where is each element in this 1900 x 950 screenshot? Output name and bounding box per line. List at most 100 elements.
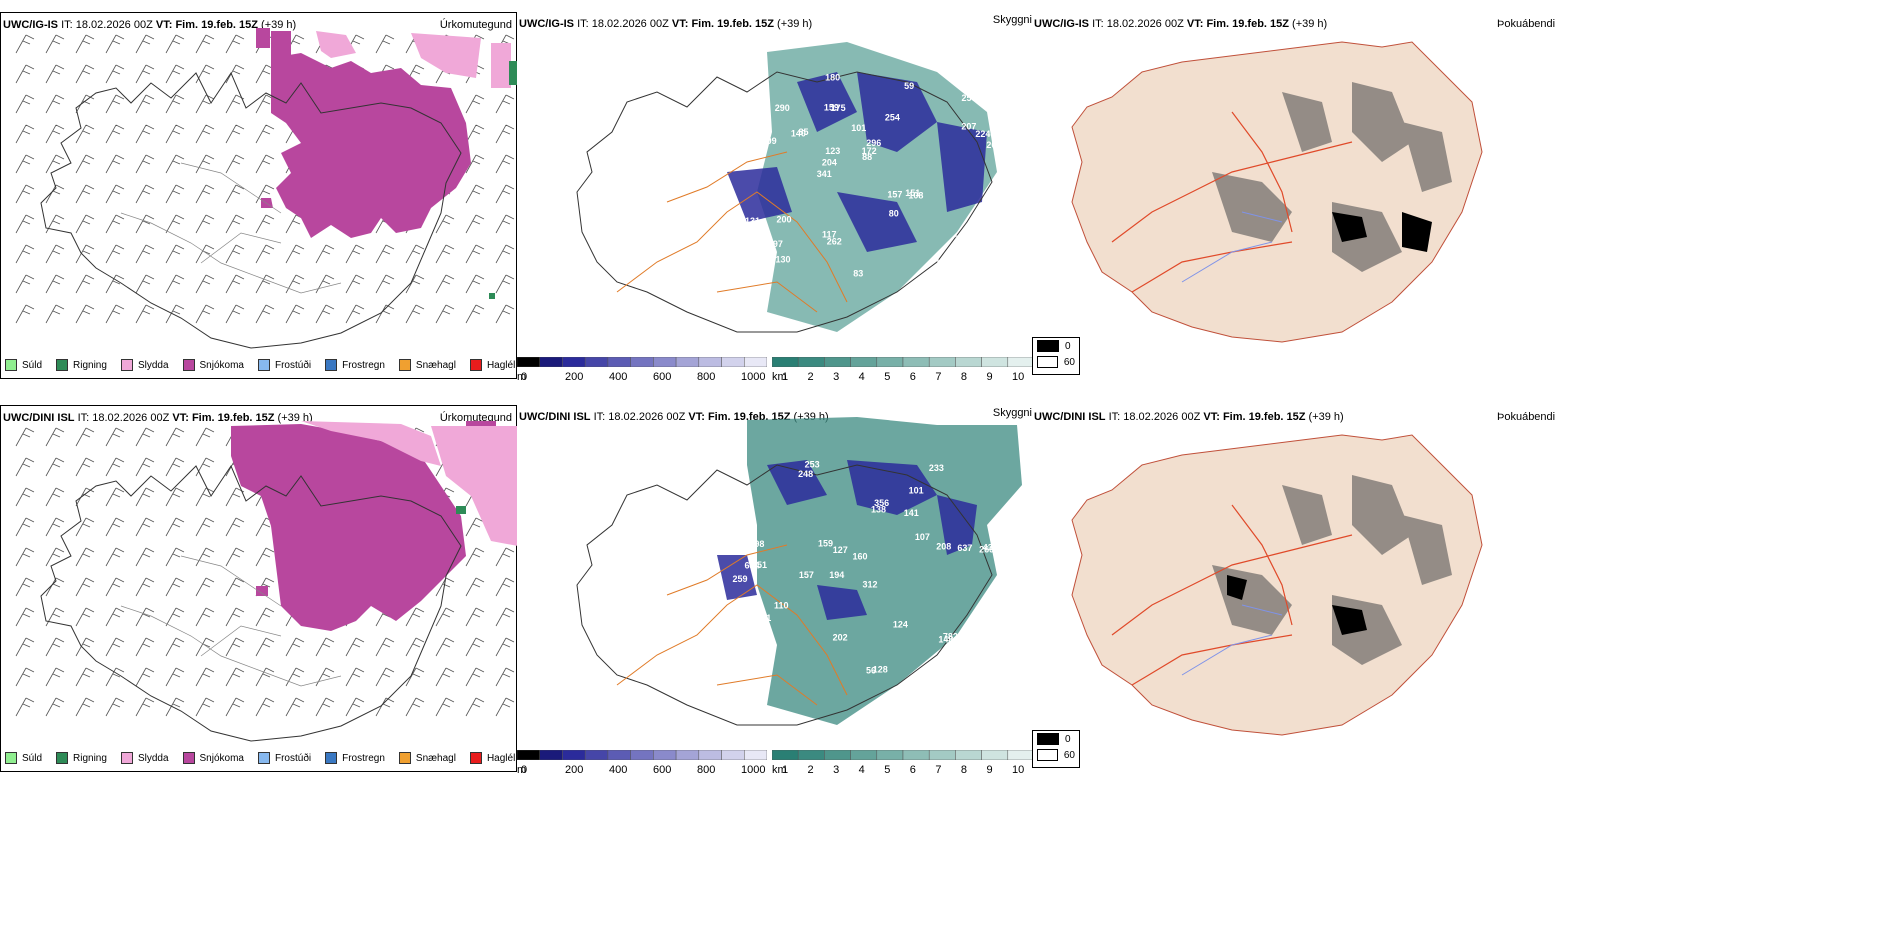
colorbar-segment xyxy=(902,749,930,761)
legend-swatch xyxy=(5,359,17,371)
legend-label: Snjókoma xyxy=(199,752,244,764)
legend-item: Frostregn xyxy=(325,359,385,371)
colorbar-segment xyxy=(562,749,586,761)
wind-barb xyxy=(285,697,305,717)
wind-barb xyxy=(15,94,35,114)
wind-barb xyxy=(135,547,155,567)
wind-barb xyxy=(75,124,95,144)
visibility-value-label: 200 xyxy=(776,214,791,224)
panel-title: UWC/IG-IS IT: 18.02.2026 00Z VT: Fim. 19… xyxy=(1034,18,1328,30)
fog-legend-item: 0 xyxy=(1033,338,1079,354)
wind-barb xyxy=(195,34,215,54)
colorbar-unit: m xyxy=(517,371,527,383)
legend-label: Snjókoma xyxy=(199,359,244,371)
panel-right-title: Þokuábendi xyxy=(1497,411,1556,423)
visibility-value-label: 151 xyxy=(756,613,771,623)
colorbar-segment xyxy=(653,749,677,761)
wind-barb xyxy=(195,304,215,324)
colorbar-segment xyxy=(955,749,982,761)
colorbar-segment xyxy=(675,749,700,761)
precip-legend: Súld Rigning Slydda Snjókoma Frostúði Frostre… xyxy=(5,359,515,371)
wind-barb xyxy=(465,517,485,537)
wind-barb xyxy=(135,487,155,507)
wind-barb xyxy=(165,244,185,264)
wind-barb xyxy=(495,184,515,204)
wind-barb xyxy=(15,637,35,657)
visibility-colorbar-m: m 0 200 400 600 800 1000 xyxy=(516,749,768,777)
wind-barb xyxy=(495,94,515,114)
fog-legend-item: 0 xyxy=(1033,731,1079,747)
panel-right-title: Þokuábendi xyxy=(1497,18,1556,30)
wind-barb xyxy=(195,154,215,174)
visibility-value-label: 782 xyxy=(943,632,958,642)
legend-item: Frostúði xyxy=(257,752,312,764)
wind-barb xyxy=(225,637,245,657)
wind-barb xyxy=(195,94,215,114)
wind-barb xyxy=(255,304,275,324)
wind-barb xyxy=(255,667,275,687)
wind-barb xyxy=(135,184,155,204)
colorbar-segment xyxy=(928,749,956,761)
visibility-value-label: 56 xyxy=(866,665,876,675)
wind-barb xyxy=(195,607,215,627)
panel-right-title: Skyggni xyxy=(992,14,1032,26)
wind-barb xyxy=(375,304,395,324)
colorbar-tick-label: 400 xyxy=(609,764,628,776)
wind-barb xyxy=(75,64,95,84)
wind-barb xyxy=(105,34,125,54)
colorbar-segment xyxy=(698,356,722,368)
legend-label: Frostúði xyxy=(274,752,312,764)
legend-swatch xyxy=(182,752,195,764)
wind-barb xyxy=(495,214,515,234)
visibility-value-label: 244 xyxy=(954,234,969,244)
wind-barb xyxy=(315,667,335,687)
wind-barb xyxy=(105,214,125,234)
wind-barb xyxy=(225,697,245,717)
wind-barb xyxy=(135,517,155,537)
colorbar-segment xyxy=(584,356,609,368)
legend-swatch xyxy=(469,752,482,764)
visibility-value-label: 180 xyxy=(825,72,840,82)
wind-barb xyxy=(45,154,65,174)
wind-barb xyxy=(45,517,65,537)
legend-item: Rigning xyxy=(56,752,107,764)
wind-barb xyxy=(495,274,515,294)
wind-barb xyxy=(135,154,155,174)
visibility-value-label: 259 xyxy=(733,574,748,584)
wind-barb xyxy=(105,577,125,597)
wind-barb xyxy=(135,274,155,294)
wind-barb xyxy=(75,427,95,447)
colorbar-segment xyxy=(562,356,586,368)
colorbar-tick-label: 2 xyxy=(807,764,814,776)
wind-barb xyxy=(165,274,185,294)
legend-label: Frostregn xyxy=(342,359,385,371)
visibility-map: 253 101 269 194 312 151 133 141 259 138 160 241 248 1… xyxy=(576,417,1022,726)
legend-swatch xyxy=(257,359,270,371)
wind-barb xyxy=(105,124,125,144)
colorbar-tick-label: 200 xyxy=(565,764,584,776)
colorbar-segment xyxy=(876,749,904,761)
legend-swatch xyxy=(398,359,411,371)
fog-legend-label: 0 xyxy=(1065,340,1071,352)
wind-barb xyxy=(225,64,245,84)
wind-barb xyxy=(495,667,515,687)
legend-item: Súld xyxy=(5,359,42,371)
colorbar-tick-label: 10 xyxy=(1012,371,1025,383)
wind-barb xyxy=(465,154,485,174)
visibility-value-label: 157 xyxy=(799,570,814,580)
legend-item: Snæhagl xyxy=(398,359,456,371)
visibility-value-label: 248 xyxy=(798,469,813,479)
wind-barb xyxy=(15,487,35,507)
wind-barb xyxy=(225,517,245,537)
visibility-value-label: 141 xyxy=(904,508,919,518)
wind-barb xyxy=(15,457,35,477)
wind-barb xyxy=(465,244,485,264)
wind-barb xyxy=(495,547,515,567)
colorbar-segment xyxy=(797,356,825,368)
wind-barb xyxy=(255,547,275,567)
wind-barb xyxy=(495,577,515,597)
visibility-value-label: 160 xyxy=(853,552,868,562)
wind-barb xyxy=(45,304,65,324)
colorbar-tick-label: 3 xyxy=(833,764,840,776)
wind-barb xyxy=(75,547,95,567)
